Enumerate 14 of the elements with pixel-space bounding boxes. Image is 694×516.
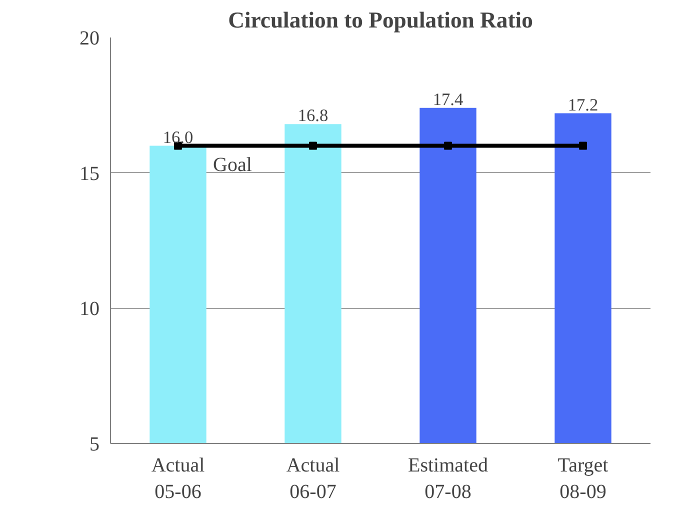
data-label: 17.2 [568, 95, 598, 114]
x-tick-label: Actual 05-06 [151, 454, 206, 503]
y-tick-label: 10 [80, 298, 100, 320]
y-tick-label: 5 [90, 434, 100, 456]
y-tick-label: 20 [80, 28, 100, 50]
chart-title: Circulation to Population Ratio [228, 8, 533, 32]
series-label: Goal [213, 154, 252, 176]
x-tick-label: Estimated 07-08 [408, 454, 488, 503]
data-label: 16.0 [162, 128, 194, 147]
data-label: 17.4 [432, 90, 464, 109]
x-tick-label: Target 08-09 [558, 454, 609, 503]
y-tick-label: 15 [80, 162, 100, 185]
data-label: 16.8 [298, 106, 328, 126]
x-tick-label: Actual 06-07 [286, 454, 340, 503]
